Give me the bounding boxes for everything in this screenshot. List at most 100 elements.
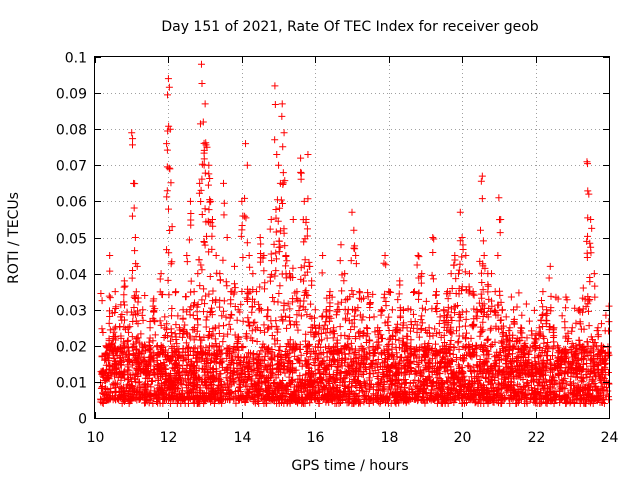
data-point [107, 294, 114, 301]
data-point [397, 354, 404, 361]
data-point [205, 170, 212, 177]
data-point [447, 337, 454, 344]
data-point [167, 338, 174, 345]
data-point [272, 101, 279, 108]
data-point [200, 285, 207, 292]
data-point [163, 193, 170, 200]
data-point [381, 294, 388, 301]
data-point [121, 277, 128, 284]
data-point [234, 340, 241, 347]
data-point [604, 387, 611, 394]
data-point [312, 306, 319, 313]
data-point [466, 270, 473, 277]
data-point [205, 162, 212, 169]
data-point [297, 155, 304, 162]
data-point [418, 325, 425, 332]
data-point [244, 239, 251, 246]
data-point [583, 158, 590, 165]
data-point [239, 254, 246, 261]
data-point [219, 338, 226, 345]
data-point [139, 306, 146, 313]
data-point [271, 82, 278, 89]
data-point [184, 258, 191, 265]
data-point [303, 311, 310, 318]
data-point [584, 254, 591, 261]
data-point [569, 324, 576, 331]
data-point [150, 317, 157, 324]
data-point [234, 317, 241, 324]
data-point [202, 100, 209, 107]
data-point [223, 282, 230, 289]
data-point [120, 291, 127, 298]
data-point [132, 234, 139, 241]
data-point [245, 319, 252, 326]
data-point [220, 211, 227, 218]
data-point [286, 305, 293, 312]
data-point [458, 253, 465, 260]
data-point [264, 307, 271, 314]
data-point [121, 284, 128, 291]
data-point [205, 291, 212, 298]
data-point [306, 263, 313, 270]
data-point [389, 306, 396, 313]
data-point [378, 312, 385, 319]
data-point [580, 285, 587, 292]
data-point [260, 267, 267, 274]
data-point [547, 263, 554, 270]
data-point [165, 75, 172, 82]
data-point [455, 338, 462, 345]
data-point [243, 294, 250, 301]
data-point [531, 307, 538, 314]
data-point [257, 234, 264, 241]
data-point [422, 306, 429, 313]
data-point [340, 277, 347, 284]
data-point [196, 282, 203, 289]
data-point [286, 314, 293, 321]
data-point [294, 327, 301, 334]
data-point [289, 265, 296, 272]
data-point [151, 318, 158, 325]
data-point [112, 305, 119, 312]
data-point [272, 249, 279, 256]
data-point [515, 289, 522, 296]
data-point [494, 252, 501, 259]
data-point [276, 238, 283, 245]
data-point [572, 320, 579, 327]
data-point [342, 316, 349, 323]
data-point [450, 262, 457, 269]
data-point [429, 272, 436, 279]
data-point [207, 198, 214, 205]
data-point [112, 288, 119, 295]
data-point [252, 326, 259, 333]
data-point [164, 187, 171, 194]
data-point [380, 260, 387, 267]
data-point [122, 283, 129, 290]
data-point [232, 284, 239, 291]
data-point [268, 216, 275, 223]
data-point [261, 279, 268, 286]
data-point [327, 315, 334, 322]
data-point [198, 61, 205, 68]
data-point [358, 316, 365, 323]
data-point [456, 267, 463, 274]
data-point [429, 249, 436, 256]
data-point [497, 216, 504, 223]
data-point [256, 284, 263, 291]
data-point [98, 325, 105, 332]
data-point [459, 234, 466, 241]
data-point [278, 113, 285, 120]
data-point [273, 151, 280, 158]
data-point [364, 325, 371, 332]
data-point [208, 305, 215, 312]
data-point [341, 332, 348, 339]
data-point [539, 288, 546, 295]
data-point [205, 182, 212, 189]
x-axis-label: GPS time / hours [291, 458, 408, 474]
data-point [349, 209, 356, 216]
data-point [197, 198, 204, 205]
data-point [297, 169, 304, 176]
data-point [382, 252, 389, 259]
data-point [561, 318, 568, 325]
data-point [199, 161, 206, 168]
data-point [283, 325, 290, 332]
